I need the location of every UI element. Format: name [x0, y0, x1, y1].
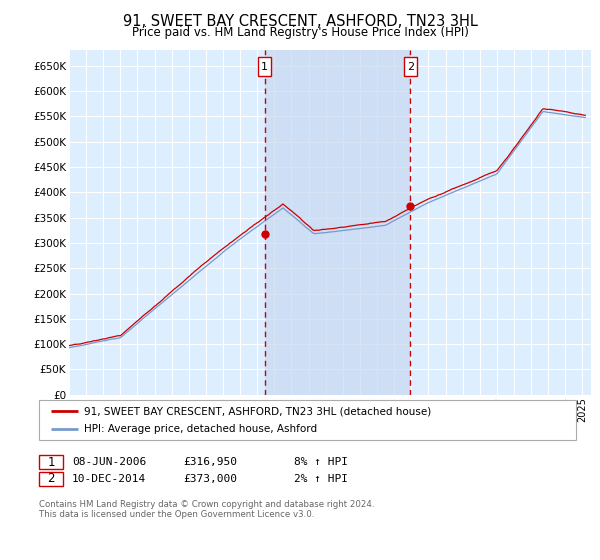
Text: £316,950: £316,950 [183, 457, 237, 467]
Text: Price paid vs. HM Land Registry's House Price Index (HPI): Price paid vs. HM Land Registry's House … [131, 26, 469, 39]
Text: 2: 2 [407, 62, 414, 72]
Text: 1: 1 [47, 455, 55, 469]
Text: 2: 2 [47, 472, 55, 486]
FancyBboxPatch shape [404, 57, 416, 76]
Text: 91, SWEET BAY CRESCENT, ASHFORD, TN23 3HL (detached house): 91, SWEET BAY CRESCENT, ASHFORD, TN23 3H… [84, 407, 431, 417]
Text: 2% ↑ HPI: 2% ↑ HPI [294, 474, 348, 484]
Text: 08-JUN-2006: 08-JUN-2006 [72, 457, 146, 467]
Text: 1: 1 [261, 62, 268, 72]
FancyBboxPatch shape [259, 57, 271, 76]
Text: 10-DEC-2014: 10-DEC-2014 [72, 474, 146, 484]
Text: Contains HM Land Registry data © Crown copyright and database right 2024.
This d: Contains HM Land Registry data © Crown c… [39, 500, 374, 519]
Text: 8% ↑ HPI: 8% ↑ HPI [294, 457, 348, 467]
Text: 91, SWEET BAY CRESCENT, ASHFORD, TN23 3HL: 91, SWEET BAY CRESCENT, ASHFORD, TN23 3H… [122, 14, 478, 29]
Text: £373,000: £373,000 [183, 474, 237, 484]
Text: HPI: Average price, detached house, Ashford: HPI: Average price, detached house, Ashf… [84, 423, 317, 433]
Bar [265, 50, 410, 395]
